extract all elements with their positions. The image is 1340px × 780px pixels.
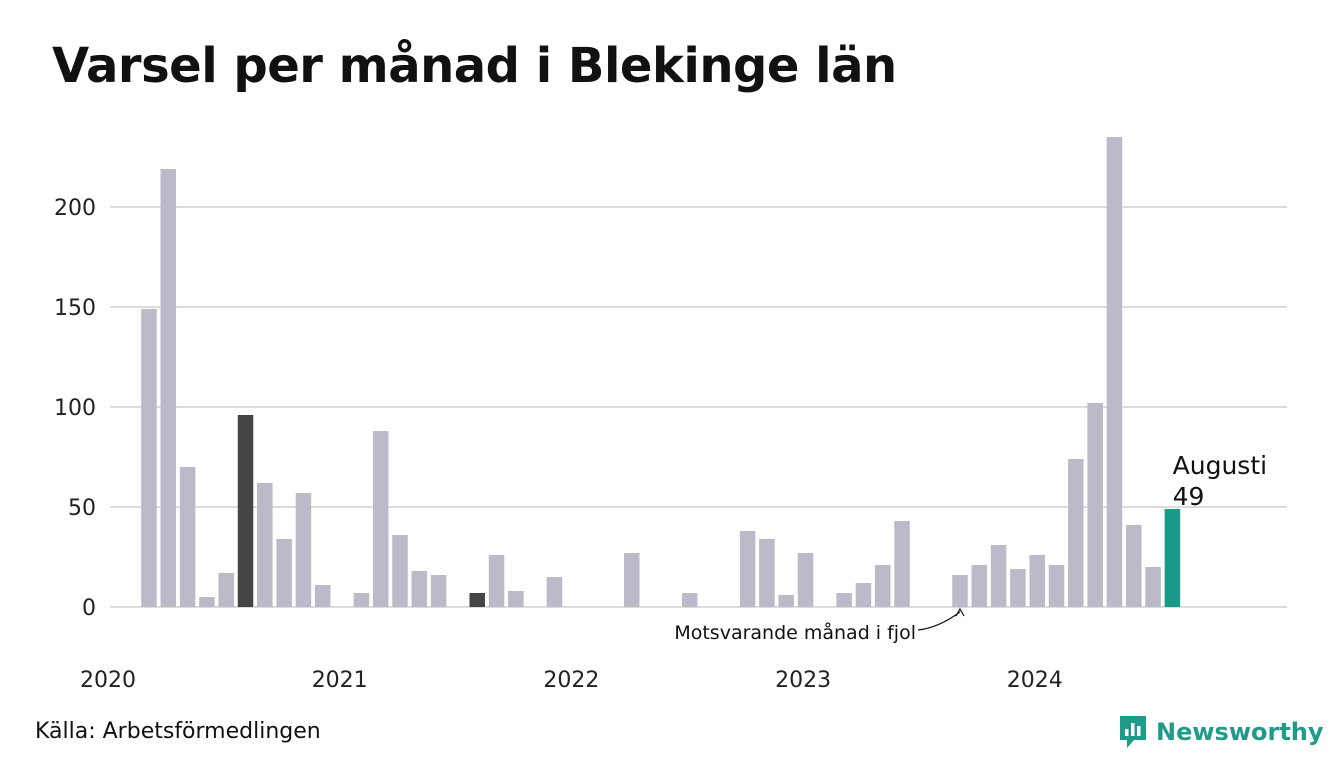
newsworthy-logo-icon [1120, 716, 1146, 748]
current-month-label: Augusti [1173, 451, 1267, 480]
bar-2020-04 [179, 467, 196, 607]
bar-2021-08 [488, 555, 505, 607]
bar-2020-07 [237, 415, 254, 607]
bar-2022-03 [623, 553, 640, 607]
bar-2023-09 [971, 565, 988, 607]
bar-2020-05 [199, 597, 215, 607]
x-year-label-2024: 2024 [1007, 668, 1063, 693]
bar-2020-03 [160, 169, 177, 607]
bar-2021-09 [508, 591, 524, 607]
y-tick-label-150: 150 [54, 296, 96, 321]
bar-2024-05 [1126, 525, 1142, 607]
current-value-label: 49 [1173, 482, 1205, 511]
bar-2021-02 [372, 431, 389, 607]
x-axis-year-labels: 2020 2021 2022 2023 2024 [80, 668, 1063, 693]
bar-2023-03 [855, 583, 872, 607]
prior-month-annotation: Motsvarande månad i fjol [674, 621, 916, 644]
bar-2020-02 [141, 309, 157, 607]
x-year-label-2020: 2020 [80, 668, 136, 693]
bar-2023-11 [1010, 569, 1026, 607]
bar-2022-12 [797, 553, 814, 607]
bar-2020-11 [315, 585, 331, 607]
bar-2021-05 [430, 575, 447, 607]
bar-2022-11 [778, 595, 794, 607]
bar-2022-09 [739, 531, 756, 607]
bar-2024-01 [1048, 565, 1065, 607]
bar-2021-03 [392, 535, 408, 607]
bar-2022-06 [681, 593, 698, 607]
bar-2023-05 [894, 521, 910, 607]
bar-2021-07 [469, 593, 485, 607]
bar-2021-11 [546, 577, 563, 607]
y-tick-label-100: 100 [54, 396, 96, 421]
brand: Newsworthy [1118, 714, 1324, 750]
prior-month-arrow-head [955, 607, 965, 617]
chart-title: Varsel per månad i Blekinge län [52, 38, 897, 94]
x-year-label-2023: 2023 [775, 668, 831, 693]
bar-2020-09 [276, 539, 292, 607]
y-tick-label-0: 0 [82, 596, 96, 621]
bar-2023-04 [874, 565, 891, 607]
bar-2021-01 [353, 593, 370, 607]
bar-2022-10 [759, 539, 775, 607]
bar-2021-04 [411, 571, 428, 607]
bar-2024-06 [1145, 567, 1161, 607]
x-year-label-2022: 2022 [543, 668, 599, 693]
bar-2024-04 [1106, 137, 1123, 607]
prior-month-arrow-line [917, 611, 961, 631]
bar-2023-02 [836, 593, 852, 607]
bars [141, 137, 1181, 607]
bar-2023-10 [990, 545, 1007, 607]
bar-2024-02 [1068, 459, 1084, 607]
y-tick-label-200: 200 [54, 196, 96, 221]
bar-2024-07 [1164, 509, 1181, 607]
bar-2020-08 [257, 483, 273, 607]
y-axis-ticks: 0 50 100 150 200 [54, 196, 96, 621]
bar-2023-12 [1029, 555, 1045, 607]
x-year-label-2021: 2021 [312, 668, 368, 693]
bar-2024-03 [1087, 403, 1103, 607]
bar-2020-10 [295, 493, 312, 607]
source-note: Källa: Arbetsförmedlingen [35, 719, 321, 744]
brand-name: Newsworthy [1156, 718, 1324, 746]
bar-2020-06 [218, 573, 234, 607]
bar-2023-08 [952, 575, 968, 607]
y-tick-label-50: 50 [68, 496, 96, 521]
